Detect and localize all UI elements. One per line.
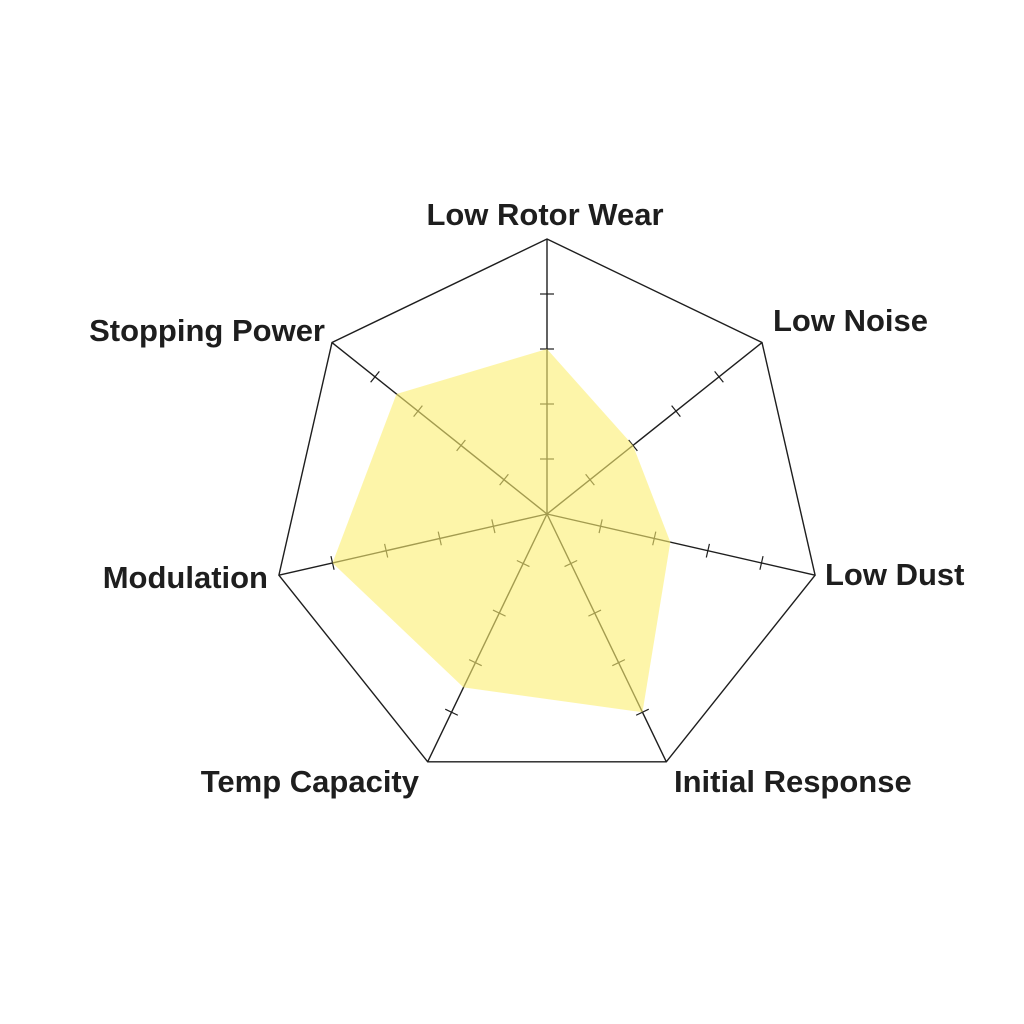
axis-label-temp-capacity: Temp Capacity <box>201 764 420 799</box>
tick-mark <box>671 405 681 417</box>
series-area <box>332 349 671 713</box>
axis-label-low-dust: Low Dust <box>825 557 965 592</box>
tick-mark <box>444 708 459 716</box>
tick-mark <box>714 370 724 383</box>
tick-mark <box>759 555 764 570</box>
axis-label-low-noise: Low Noise <box>773 303 928 338</box>
axis-label-stopping-power: Stopping Power <box>89 313 325 348</box>
tick-mark <box>705 543 711 558</box>
tick-mark <box>635 708 650 716</box>
axis-label-modulation: Modulation <box>103 560 268 595</box>
axis-labels: Low Rotor Wear Low Noise Low Dust Initia… <box>89 197 964 799</box>
radar-series <box>332 349 671 713</box>
axis-label-initial-response: Initial Response <box>674 764 912 799</box>
outer-polygon <box>278 238 816 763</box>
axis-label-low-rotor-wear: Low Rotor Wear <box>426 197 663 232</box>
tick-mark <box>370 370 380 383</box>
